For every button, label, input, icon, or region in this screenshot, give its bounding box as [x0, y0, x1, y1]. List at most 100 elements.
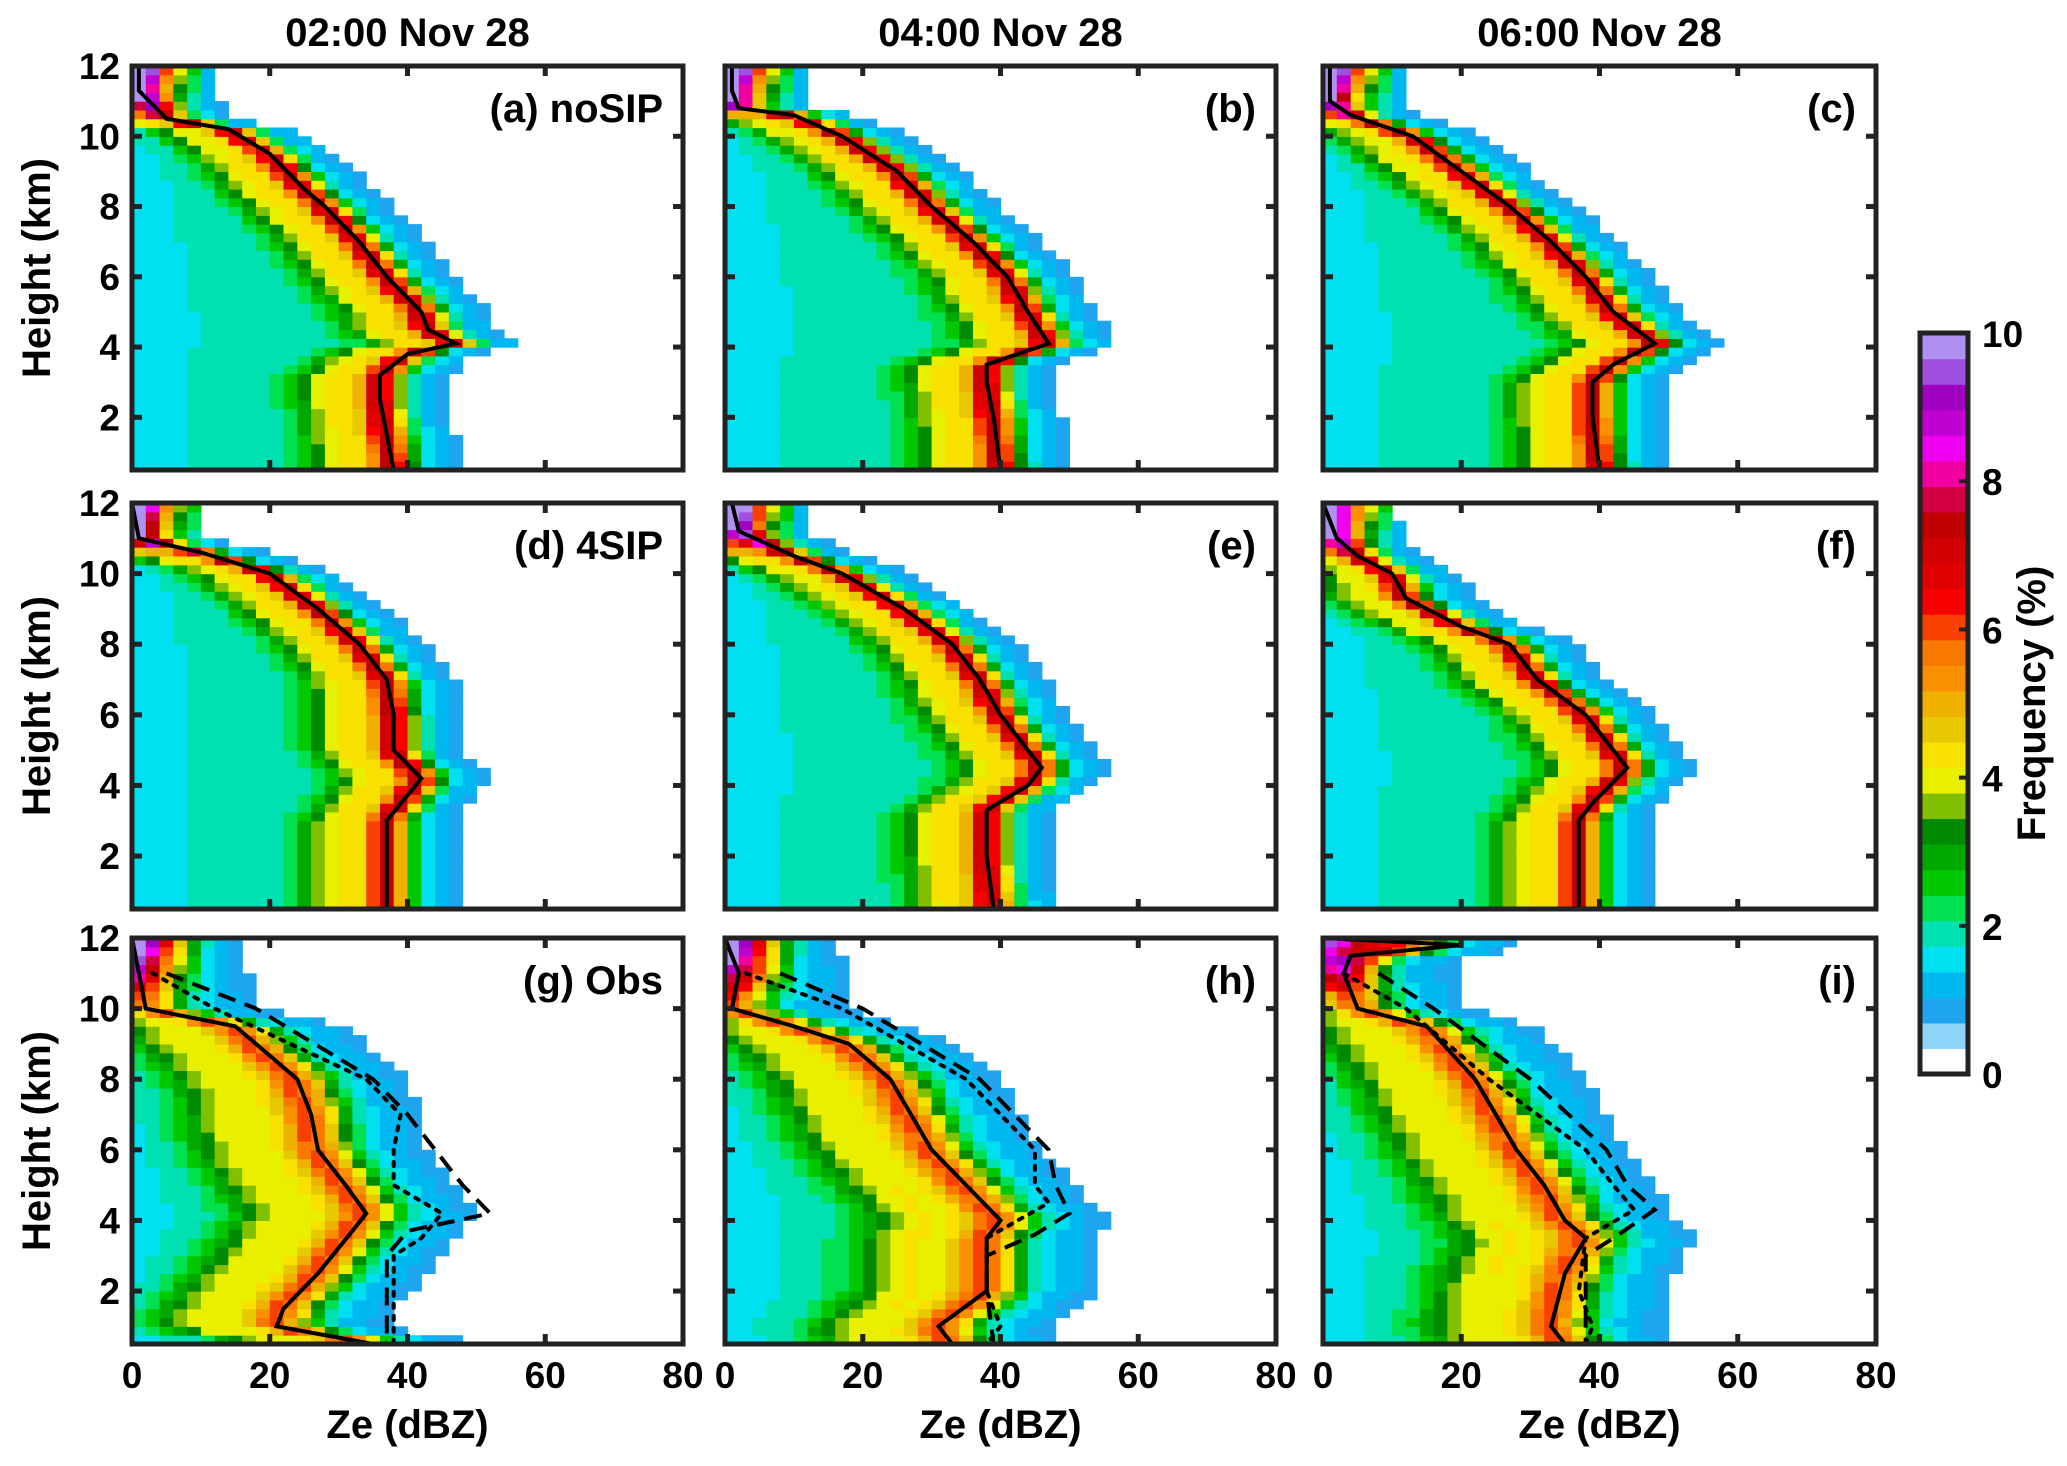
cfad-cell — [1641, 891, 1656, 901]
cfad-cell — [931, 706, 946, 716]
cfad-cell — [1558, 268, 1573, 278]
cfad-cell — [1378, 417, 1393, 427]
cfad-cell — [725, 171, 740, 181]
cfad-cell — [187, 882, 202, 892]
cfad-cell — [1654, 355, 1670, 366]
cfad-cell — [173, 564, 188, 575]
cfad-cell — [807, 741, 822, 751]
cfad-cell — [973, 206, 988, 216]
cfad-cell — [324, 900, 340, 910]
cfad-cell — [1599, 443, 1614, 454]
cfad-cell — [366, 600, 381, 610]
cfad-cell — [1000, 732, 1015, 742]
cfad-cell — [1641, 847, 1656, 857]
cfad-cell — [145, 92, 161, 102]
cfad-cell — [407, 820, 422, 831]
cfad-cell — [1475, 434, 1490, 445]
cfad-cell — [766, 600, 781, 610]
cfad-cell — [862, 767, 878, 778]
cfad-cell — [297, 811, 312, 822]
cfad-cell — [1336, 285, 1352, 295]
cfad-cell — [311, 891, 326, 901]
cfad-cell — [959, 856, 974, 866]
cfad-cell — [780, 635, 795, 645]
cfad-cell — [725, 864, 740, 875]
cfad-cell — [1392, 92, 1407, 102]
cfad-cell — [393, 399, 409, 410]
cfad-cell — [132, 320, 147, 331]
cfad-cell — [807, 452, 822, 462]
cfad-cell — [132, 338, 147, 348]
cfad-cell — [904, 723, 919, 734]
cfad-cell — [821, 829, 836, 839]
cfad-cell — [448, 732, 464, 742]
cfad-cell — [283, 882, 298, 892]
cfad-cell — [159, 617, 174, 628]
cfad-cell — [780, 750, 795, 760]
cfad-cell — [752, 206, 767, 216]
cfad-cell — [242, 382, 257, 392]
cfad-cell — [821, 891, 836, 901]
cfad-cell — [876, 408, 891, 418]
cfad-cell — [159, 434, 174, 445]
cfad-cell — [1014, 838, 1029, 848]
cfad-cell — [352, 891, 367, 901]
cfad-cell — [366, 250, 381, 260]
cfad-cell — [931, 600, 946, 610]
cfad-cell — [1488, 162, 1504, 172]
cfad-cell — [904, 276, 919, 287]
cfad-cell — [311, 838, 326, 848]
cfad-cell — [1433, 882, 1448, 892]
cfad-cell — [1392, 856, 1407, 866]
y-tick-label: 4 — [99, 327, 120, 368]
cfad-cell — [1585, 891, 1601, 901]
cfad-cell — [228, 582, 243, 592]
cfad-cell — [435, 847, 450, 857]
column-title: 06:00 Nov 28 — [1477, 11, 1722, 55]
cfad-cell — [366, 661, 381, 672]
cfad-cell — [1041, 347, 1057, 357]
cfad-cell — [256, 670, 271, 681]
cfad-cell — [890, 276, 905, 287]
cfad-cell — [807, 608, 822, 619]
cfad-cell — [931, 250, 946, 260]
cfad-cell — [849, 136, 864, 146]
cfad-cell — [159, 600, 174, 610]
cfad-cell — [1028, 891, 1043, 901]
cfad-cell — [407, 635, 422, 645]
cfad-cell — [338, 891, 353, 901]
cfad-cell — [173, 364, 188, 374]
cfad-cell — [187, 241, 202, 252]
cfad-cell — [1028, 399, 1043, 410]
cfad-cell — [242, 355, 257, 366]
cfad-cell — [738, 900, 754, 910]
cfad-cell — [1364, 136, 1379, 146]
cfad-cell — [476, 329, 491, 339]
cfad-cell — [132, 215, 147, 225]
cfad-cell — [173, 644, 188, 654]
cfad-cell — [1433, 136, 1448, 146]
cfad-cell — [1000, 653, 1015, 663]
cfad-cell — [849, 311, 864, 322]
cfad-cell — [311, 145, 326, 155]
cfad-cell — [1488, 891, 1504, 901]
cfad-cell — [973, 856, 988, 866]
cfad-cell — [1055, 338, 1070, 348]
cfad-cell — [435, 900, 450, 910]
cfad-cell — [876, 653, 891, 663]
cfad-cell — [242, 714, 257, 725]
cfad-cell — [835, 109, 850, 120]
cfad-cell — [793, 617, 809, 628]
cfad-cell — [366, 241, 381, 252]
cfad-cell — [1433, 873, 1448, 884]
cfad-cell — [1544, 856, 1559, 866]
cfad-cell — [159, 679, 174, 689]
cfad-cell — [173, 600, 188, 610]
cfad-cell — [862, 391, 878, 401]
cfad-cell — [738, 347, 754, 357]
profile-line-solid — [136, 66, 462, 471]
cfad-cell — [297, 391, 312, 401]
cfad-cell — [200, 461, 216, 471]
cfad-cell — [752, 347, 767, 357]
cfad-cell — [807, 556, 822, 566]
